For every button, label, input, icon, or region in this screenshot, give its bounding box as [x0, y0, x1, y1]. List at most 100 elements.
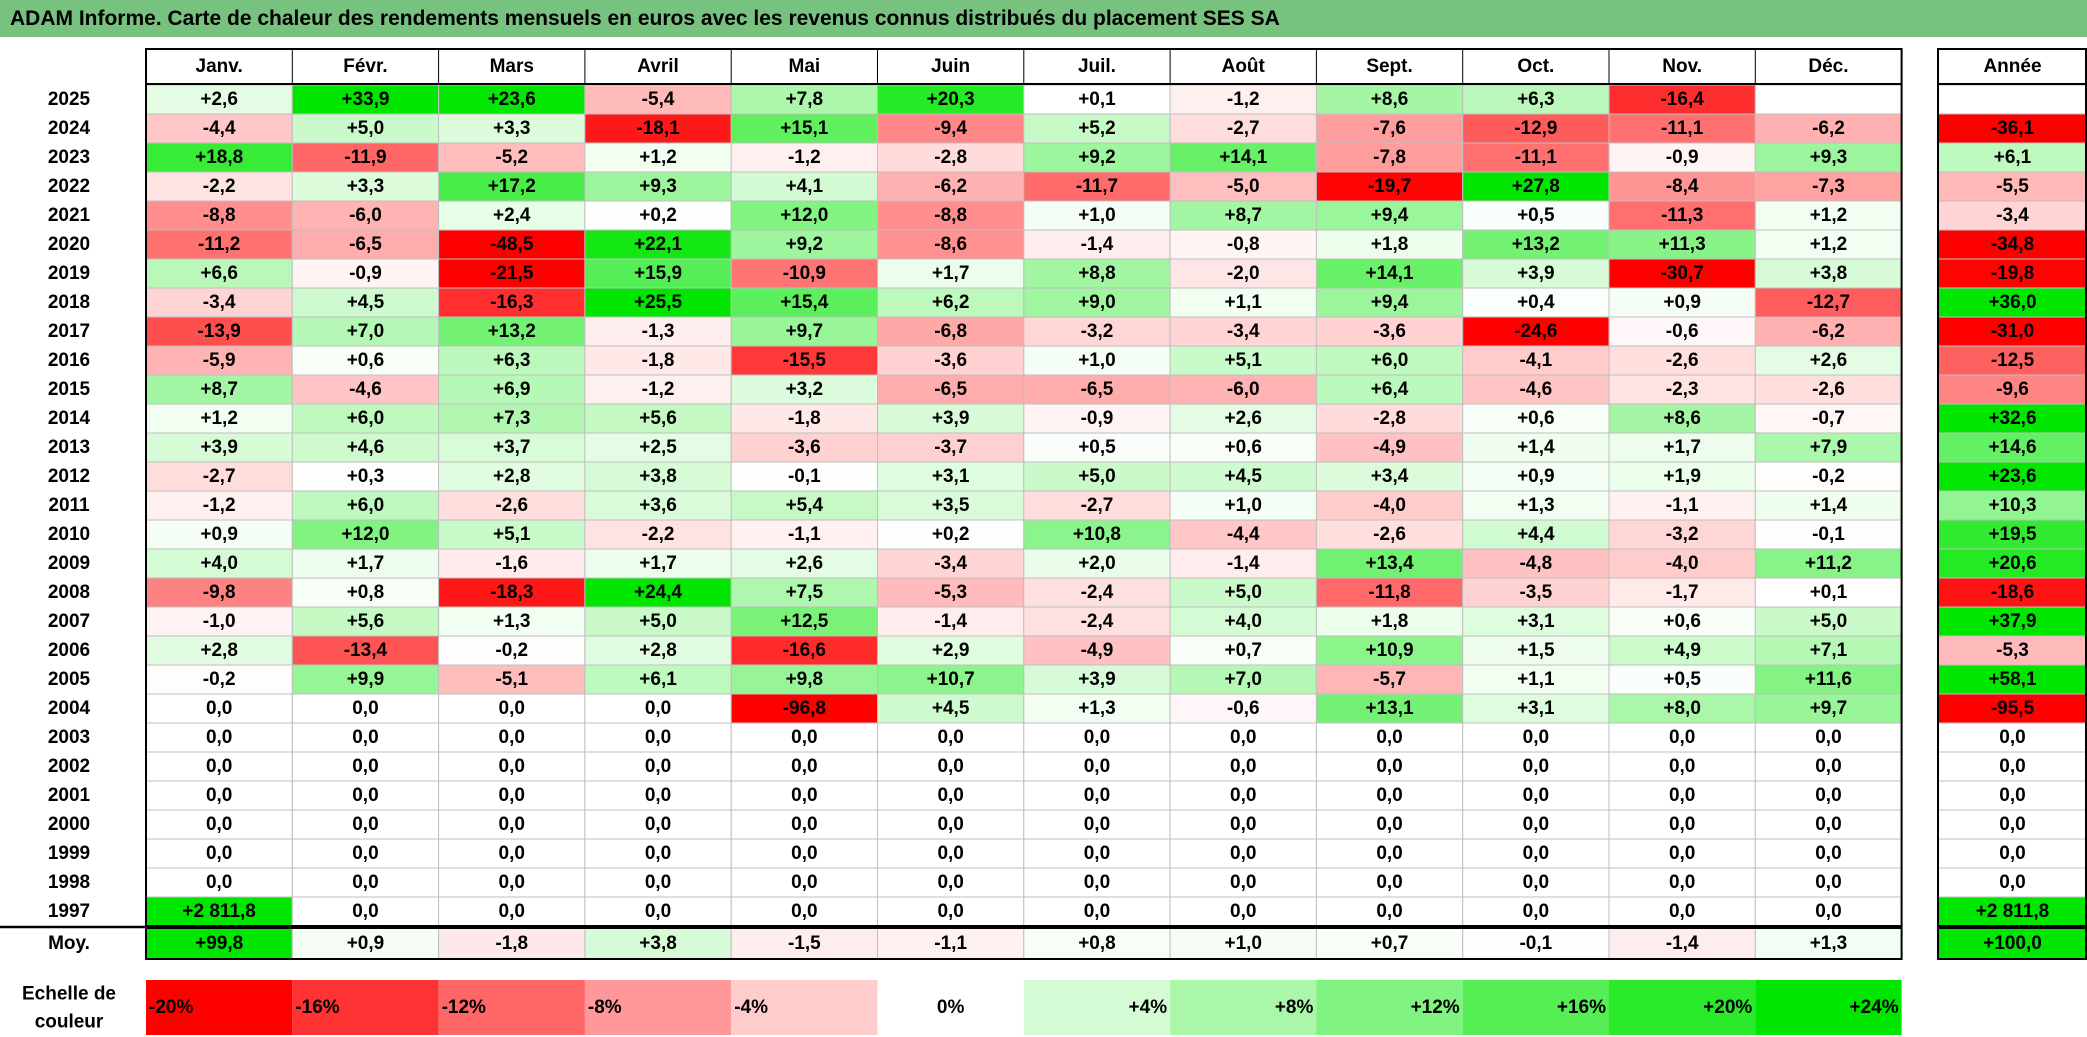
cell-value: 0,0	[645, 843, 671, 864]
cell-value: -2,8	[1373, 408, 1406, 429]
average-value: +0,8	[1078, 933, 1116, 954]
annual-value: +20,6	[1988, 553, 2036, 574]
heatmap-cell	[291, 316, 440, 347]
cell-value: -2,7	[1081, 495, 1114, 516]
heatmap-cell	[291, 432, 440, 463]
heatmap-cell	[1608, 200, 1756, 231]
cell-value: +5,6	[347, 611, 385, 632]
year-label: 1997	[48, 901, 90, 922]
heatmap-cell	[877, 751, 1025, 782]
heatmap-cell	[1608, 171, 1756, 202]
cell-value: +0,6	[1224, 437, 1262, 458]
heatmap-cell	[877, 113, 1025, 144]
heatmap-cell	[291, 867, 440, 898]
heatmap-cell	[1754, 867, 1903, 898]
heatmap-cell	[1462, 345, 1610, 376]
year-label: 2018	[48, 292, 90, 313]
heatmap-cell	[1462, 896, 1610, 927]
cell-value: 0,0	[1230, 727, 1256, 748]
cell-value: -0,1	[788, 466, 821, 487]
heatmap-cell	[438, 751, 586, 782]
heatmap-cell	[1608, 664, 1756, 695]
heatmap-cell	[1608, 867, 1756, 898]
annual-cell	[1937, 809, 2087, 840]
cell-value: +6,6	[200, 263, 238, 284]
cell-value: -4,4	[203, 118, 236, 139]
heatmap-cell	[1315, 664, 1464, 695]
heatmap-cell	[1608, 722, 1756, 753]
heatmap-cell	[438, 780, 586, 811]
heatmap-cell	[1462, 84, 1610, 115]
heatmap-cell	[291, 258, 440, 289]
cell-value: -6,5	[934, 379, 967, 400]
cell-value: +11,6	[1805, 669, 1852, 690]
cell-value: -4,6	[1519, 379, 1552, 400]
heatmap-cell	[438, 287, 586, 318]
scale-label-line2: couleur	[35, 1012, 104, 1033]
heatmap-cell	[730, 635, 879, 666]
year-label: 2004	[48, 698, 91, 719]
heatmap-cell	[291, 780, 440, 811]
heatmap-cell	[1462, 606, 1610, 637]
heatmap-cell	[877, 867, 1025, 898]
cell-value: -5,4	[642, 89, 675, 110]
year-label: 2019	[48, 263, 90, 284]
cell-value: 0,0	[1230, 843, 1256, 864]
heatmap-cell	[438, 722, 586, 753]
heatmap-cell	[584, 461, 732, 492]
cell-value: +1,2	[639, 147, 677, 168]
annual-cell	[1937, 896, 2087, 927]
year-label: 2023	[48, 147, 90, 168]
cell-value: -11,1	[1515, 147, 1558, 168]
cell-value: +2,6	[786, 553, 824, 574]
cell-value: -13,4	[344, 640, 388, 661]
cell-value: +6,3	[493, 350, 531, 371]
cell-value: +2,0	[1078, 553, 1116, 574]
heatmap-cell	[1315, 548, 1464, 579]
heatmap-cell	[730, 693, 879, 724]
cell-value: 0,0	[1376, 814, 1402, 835]
cell-value: -16,6	[783, 640, 826, 661]
cell-value: 0,0	[791, 843, 817, 864]
heatmap-cell	[877, 200, 1025, 231]
heatmap-cell	[1462, 577, 1610, 608]
year-label: 2024	[48, 118, 91, 139]
cell-value: +8,6	[1371, 89, 1409, 110]
cell-value: +4,0	[1224, 611, 1262, 632]
heatmap-cell	[584, 867, 732, 898]
cell-value: +9,9	[347, 669, 385, 690]
cell-value: 0,0	[352, 698, 378, 719]
heatmap-cell	[877, 142, 1025, 173]
annual-cell	[1937, 84, 2087, 115]
cell-value: +0,2	[932, 524, 970, 545]
cell-value: 0,0	[1523, 727, 1549, 748]
heatmap-cell	[438, 432, 586, 463]
annual-value: +23,6	[1988, 466, 2036, 487]
cell-value: 0,0	[791, 901, 817, 922]
cell-value: -1,1	[1666, 495, 1699, 516]
cell-value: 0,0	[1084, 756, 1110, 777]
cell-value: -4,1	[1519, 350, 1552, 371]
heatmap-cell	[145, 374, 293, 405]
year-label: 2008	[48, 582, 90, 603]
cell-value: -2,8	[934, 147, 967, 168]
cell-value: -4,9	[1081, 640, 1114, 661]
heatmap-cell	[877, 171, 1025, 202]
heatmap-cell	[1754, 664, 1903, 695]
cell-value: -3,4	[203, 292, 236, 313]
heatmap-cell	[730, 432, 879, 463]
cell-value: +0,2	[639, 205, 677, 226]
annual-cell	[1937, 258, 2087, 289]
heatmap-cell	[1315, 722, 1464, 753]
annual-value: +6,1	[1994, 147, 2032, 168]
cell-value: +5,1	[1224, 350, 1262, 371]
cell-value: +1,4	[1810, 495, 1848, 516]
heatmap-cell	[291, 84, 440, 115]
cell-value: +3,9	[1078, 669, 1116, 690]
cell-value: 0,0	[206, 872, 232, 893]
heatmap-cell	[877, 316, 1025, 347]
heatmap-cell	[291, 490, 440, 521]
cell-value: +3,6	[639, 495, 677, 516]
month-header-3: Mars	[490, 56, 534, 77]
cell-value: -5,0	[1227, 176, 1260, 197]
